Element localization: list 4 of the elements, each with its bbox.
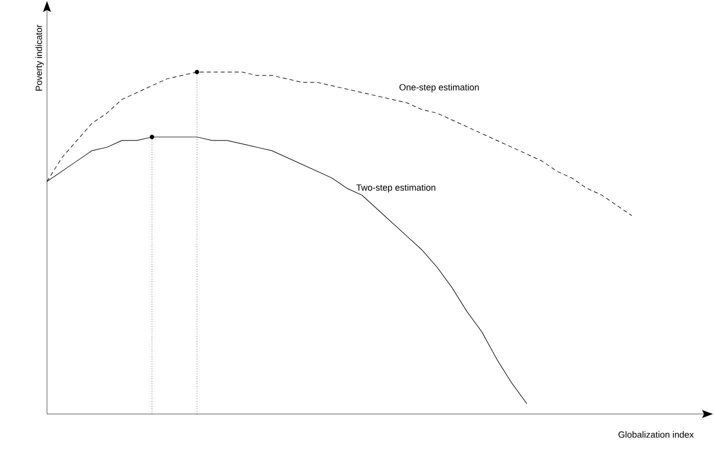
x-axis-title: Globalization index xyxy=(618,431,694,438)
y-axis-title: Poverty indicator xyxy=(35,24,44,91)
series-label: One-step estimation xyxy=(400,84,479,92)
series-label: Two-step estimation xyxy=(356,184,436,192)
